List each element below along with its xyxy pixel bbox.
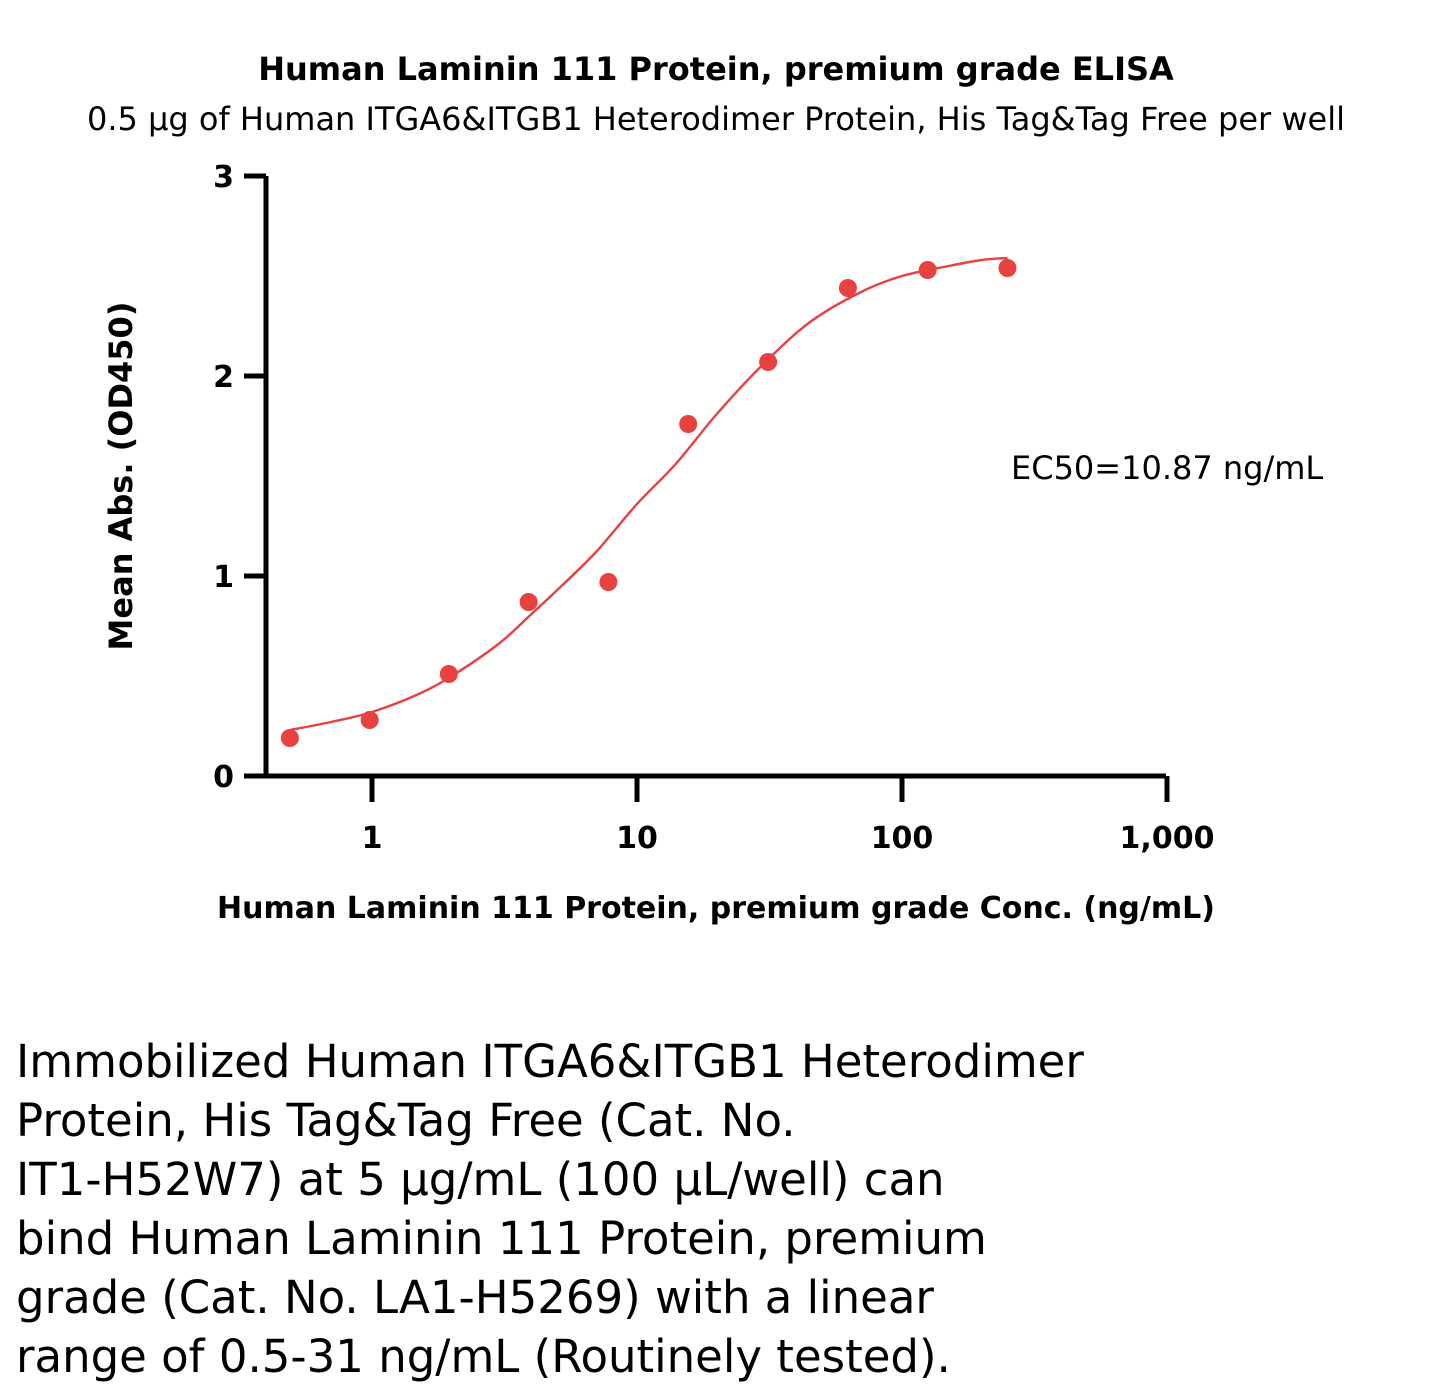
- y-tick-label: 0: [213, 760, 234, 795]
- ec50-annotation: EC50=10.87 ng/mL: [1011, 449, 1323, 487]
- data-point: [280, 729, 299, 747]
- y-tick-label: 2: [213, 360, 234, 395]
- y-tick-label: 1: [213, 560, 234, 595]
- data-point: [679, 415, 698, 433]
- x-tick-label: 1,000: [1120, 821, 1215, 856]
- data-point: [838, 279, 857, 297]
- chart-subtitle: 0.5 µg of Human ITGA6&ITGB1 Heterodimer …: [87, 100, 1345, 138]
- caption-line: grade (Cat. No. LA1-H5269) with a linear: [16, 1271, 934, 1324]
- x-axis-ticks: 1 10 100 1,000: [362, 776, 1215, 856]
- data-point: [599, 573, 618, 591]
- y-axis-ticks: 0 1 2 3: [213, 160, 266, 795]
- data-point: [439, 665, 458, 683]
- y-axis-label: Mean Abs. (OD450): [102, 302, 140, 651]
- axes: [263, 176, 1166, 779]
- data-points: [280, 259, 1017, 747]
- x-tick-label: 100: [871, 821, 934, 856]
- caption-line: bind Human Laminin 111 Protein, premium: [16, 1212, 987, 1265]
- caption-line: IT1-H52W7) at 5 µg/mL (100 µL/well) can: [16, 1153, 945, 1206]
- data-point: [519, 593, 538, 611]
- y-tick-label: 3: [213, 160, 234, 195]
- data-point: [998, 259, 1017, 277]
- chart-title: Human Laminin 111 Protein, premium grade…: [258, 50, 1174, 88]
- data-point: [759, 353, 778, 371]
- caption-line: range of 0.5-31 ng/mL (Routinely tested)…: [16, 1330, 951, 1383]
- fit-curve: [289, 256, 1008, 732]
- chart: Human Laminin 111 Protein, premium grade…: [87, 50, 1345, 926]
- x-axis-label: Human Laminin 111 Protein, premium grade…: [217, 891, 1215, 926]
- x-tick-label: 10: [616, 821, 658, 856]
- figure-caption: Immobilized Human ITGA6&ITGB1 Heterodime…: [16, 1032, 1196, 1386]
- x-tick-label: 1: [362, 821, 383, 856]
- caption-line: Immobilized Human ITGA6&ITGB1 Heterodime…: [16, 1035, 1084, 1088]
- data-point: [918, 261, 937, 279]
- caption-line: Protein, His Tag&Tag Free (Cat. No.: [16, 1094, 796, 1147]
- data-point: [360, 711, 379, 729]
